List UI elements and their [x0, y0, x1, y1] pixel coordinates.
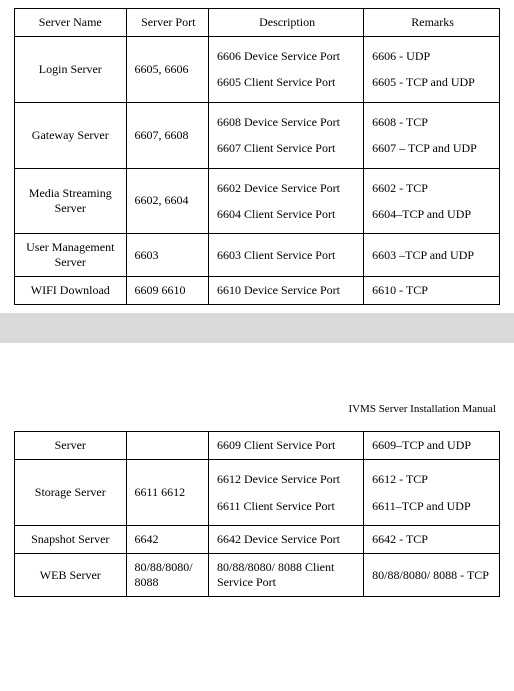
cell-server-name: Storage Server [15, 460, 127, 526]
cell-description-line: 6611 Client Service Port [217, 493, 357, 519]
cell-server-port [126, 432, 208, 460]
cell-remarks-line: 6605 - TCP and UDP [372, 69, 493, 95]
cell-remarks: 6602 - TCP6604–TCP and UDP [364, 168, 500, 234]
cell-description-line: 6602 Device Service Port [217, 175, 357, 201]
cell-server-name: Gateway Server [15, 102, 127, 168]
cell-description: 6606 Device Service Port6605 Client Serv… [208, 37, 363, 103]
cell-remarks-line: 6604–TCP and UDP [372, 201, 493, 227]
cell-server-port: 6611 6612 [126, 460, 208, 526]
header-description: Description [208, 9, 363, 37]
cell-description: 6610 Device Service Port [208, 277, 363, 305]
table-row: WIFI Download6609 66106610 Device Servic… [15, 277, 500, 305]
cell-remarks: 6612 - TCP6611–TCP and UDP [364, 460, 500, 526]
cell-remarks: 6610 - TCP [364, 277, 500, 305]
cell-server-name: Server [15, 432, 127, 460]
cell-description-line: 6608 Device Service Port [217, 109, 357, 135]
cell-description: 6602 Device Service Port6604 Client Serv… [208, 168, 363, 234]
table-row: Media Streaming Server6602, 66046602 Dev… [15, 168, 500, 234]
cell-remarks: 6606 - UDP6605 - TCP and UDP [364, 37, 500, 103]
header-server-port: Server Port [126, 9, 208, 37]
manual-title: IVMS Server Installation Manual [14, 403, 500, 415]
cell-description: 80/88/8080/ 8088 Client Service Port [208, 554, 363, 597]
cell-remarks-line: 6612 - TCP [372, 466, 493, 492]
cell-server-port: 6607, 6608 [126, 102, 208, 168]
table-header-row: Server Name Server Port Description Rema… [15, 9, 500, 37]
cell-description-line: 6605 Client Service Port [217, 69, 357, 95]
server-table-2: Server 6609 Client Service Port6609–TCP a… [14, 431, 500, 597]
cell-remarks: 6642 - TCP [364, 526, 500, 554]
cell-description-line: 6604 Client Service Port [217, 201, 357, 227]
cell-remarks-line: 6608 - TCP [372, 109, 493, 135]
cell-description-line: 6606 Device Service Port [217, 43, 357, 69]
cell-server-port: 6642 [126, 526, 208, 554]
cell-server-name: WIFI Download [15, 277, 127, 305]
cell-server-port: 6602, 6604 [126, 168, 208, 234]
page-break [0, 313, 514, 343]
table-row: Login Server6605, 66066606 Device Servic… [15, 37, 500, 103]
table-row: Snapshot Server66426642 Device Service P… [15, 526, 500, 554]
cell-remarks: 80/88/8080/ 8088 - TCP [364, 554, 500, 597]
cell-description-line: 6607 Client Service Port [217, 135, 357, 161]
cell-description: 6603 Client Service Port [208, 234, 363, 277]
cell-description: 6609 Client Service Port [208, 432, 363, 460]
table-row: WEB Server80/88/8080/ 808880/88/8080/ 80… [15, 554, 500, 597]
cell-server-port: 6609 6610 [126, 277, 208, 305]
cell-remarks: 6603 –TCP and UDP [364, 234, 500, 277]
cell-remarks-line: 6606 - UDP [372, 43, 493, 69]
header-server-name: Server Name [15, 9, 127, 37]
cell-server-port: 6605, 6606 [126, 37, 208, 103]
cell-description: 6612 Device Service Port6611 Client Serv… [208, 460, 363, 526]
cell-description: 6608 Device Service Port6607 Client Serv… [208, 102, 363, 168]
cell-remarks: 6608 - TCP6607 – TCP and UDP [364, 102, 500, 168]
cell-server-name: User Management Server [15, 234, 127, 277]
cell-remarks-line: 6611–TCP and UDP [372, 493, 493, 519]
cell-remarks: 6609–TCP and UDP [364, 432, 500, 460]
header-remarks: Remarks [364, 9, 500, 37]
cell-description-line: 6612 Device Service Port [217, 466, 357, 492]
page-2: IVMS Server Installation Manual Server66… [0, 343, 514, 605]
table-row: Gateway Server6607, 66086608 Device Serv… [15, 102, 500, 168]
cell-server-name: Snapshot Server [15, 526, 127, 554]
cell-server-name: Login Server [15, 37, 127, 103]
cell-remarks-line: 6607 – TCP and UDP [372, 135, 493, 161]
server-table-1: Server Name Server Port Description Rema… [14, 8, 500, 305]
cell-server-port: 80/88/8080/ 8088 [126, 554, 208, 597]
cell-remarks-line: 6602 - TCP [372, 175, 493, 201]
cell-server-name: WEB Server [15, 554, 127, 597]
cell-server-name: Media Streaming Server [15, 168, 127, 234]
table-row: Storage Server6611 66126612 Device Servi… [15, 460, 500, 526]
table-row: User Management Server66036603 Client Se… [15, 234, 500, 277]
page-1: Server Name Server Port Description Rema… [0, 0, 514, 313]
cell-description: 6642 Device Service Port [208, 526, 363, 554]
cell-server-port: 6603 [126, 234, 208, 277]
table-row: Server 6609 Client Service Port6609–TCP a… [15, 432, 500, 460]
